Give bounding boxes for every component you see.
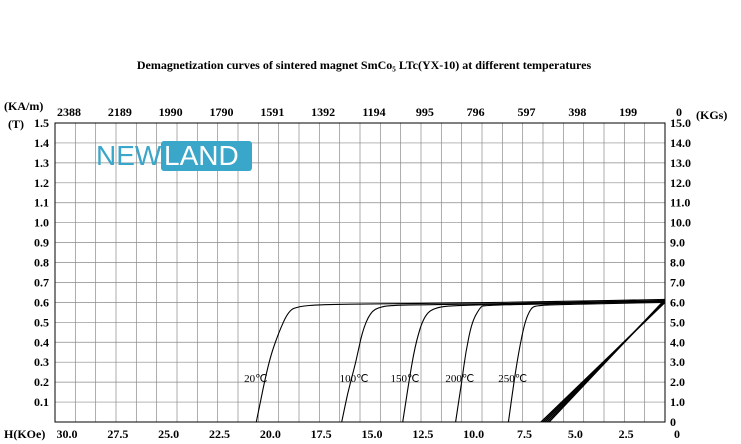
right-tick-label: 12.0 bbox=[670, 176, 691, 190]
right-tick-label: 10.0 bbox=[670, 216, 691, 230]
top-tick-label: 796 bbox=[467, 105, 485, 119]
newland-logo: NEW LAND bbox=[96, 140, 252, 171]
bottom-tick-label: 20.0 bbox=[260, 427, 281, 441]
left-tick-label: 0.1 bbox=[34, 395, 49, 409]
j-curve bbox=[255, 298, 666, 423]
bottom-tick-label: 12.5 bbox=[412, 427, 433, 441]
curve-temperature-label: 20℃ bbox=[244, 373, 267, 385]
top-tick-label: 1990 bbox=[159, 105, 183, 119]
left-tick-label: 0.9 bbox=[34, 236, 49, 250]
left-tick-label: 0.8 bbox=[34, 256, 49, 270]
top-tick-label: 1194 bbox=[362, 105, 385, 119]
left-tick-label: 1.0 bbox=[34, 216, 49, 230]
bottom-tick-labels: 30.0 27.5 25.0 22.5 20.0 17.5 15.0 12.5 10.0 7.5 5… bbox=[57, 427, 681, 441]
bottom-tick-label: 30.0 bbox=[57, 427, 78, 441]
right-tick-label: 1.0 bbox=[670, 395, 685, 409]
left-tick-label: 1.2 bbox=[34, 176, 49, 190]
right-tick-labels: 15.0 14.0 13.0 12.0 11.0 10.0 9.0 8.0 7.0 6.0 5.0 4… bbox=[670, 116, 691, 429]
left-tick-label: 1.5 bbox=[34, 116, 49, 130]
curve-temperature-label: 200℃ bbox=[445, 373, 474, 385]
j-curve bbox=[455, 300, 666, 423]
left-tick-label: 0.3 bbox=[34, 355, 49, 369]
left-tick-label: 0.6 bbox=[34, 295, 49, 309]
bottom-tick-label: 10.0 bbox=[463, 427, 484, 441]
right-tick-label: 15.0 bbox=[670, 116, 691, 130]
b-curve bbox=[540, 301, 666, 423]
right-tick-label: 11.0 bbox=[670, 196, 690, 210]
j-curve bbox=[402, 300, 666, 423]
left-tick-label: 1.4 bbox=[34, 136, 49, 150]
left-tick-label: 0.5 bbox=[34, 315, 49, 329]
bottom-tick-label: 15.0 bbox=[362, 427, 383, 441]
curve-temperature-label: 150℃ bbox=[391, 373, 420, 385]
logo-new-text: NEW bbox=[96, 140, 162, 171]
top-tick-labels: 2388 2189 1990 1790 1591 1392 1194 995 796 597 398… bbox=[57, 105, 682, 119]
top-axis-unit-label: (KA/m) bbox=[4, 99, 43, 113]
logo-land-text: LAND bbox=[164, 140, 239, 171]
top-tick-label: 1392 bbox=[311, 105, 335, 119]
top-tick-label: 1790 bbox=[210, 105, 234, 119]
bottom-tick-label: 25.0 bbox=[158, 427, 179, 441]
right-tick-label: 0 bbox=[670, 415, 676, 429]
bottom-axis-unit-label: H(KOe) bbox=[4, 427, 45, 441]
right-tick-label: 2.0 bbox=[670, 375, 685, 389]
j-curve bbox=[507, 301, 666, 423]
bottom-tick-label: 17.5 bbox=[311, 427, 332, 441]
bottom-tick-label: 27.5 bbox=[107, 427, 128, 441]
right-tick-label: 9.0 bbox=[670, 236, 685, 250]
right-tick-label: 3.0 bbox=[670, 355, 685, 369]
top-tick-label: 2388 bbox=[57, 105, 81, 119]
top-tick-label: 398 bbox=[568, 105, 586, 119]
left-tick-labels: 1.5 1.4 1.3 1.2 1.1 1.0 0.9 0.8 0.7 0.6 0.5 0.4 0.3 0… bbox=[34, 116, 49, 409]
left-axis-unit-label: (T) bbox=[8, 117, 24, 131]
curve-temperature-label: 250℃ bbox=[498, 373, 527, 385]
left-tick-label: 0.7 bbox=[34, 275, 49, 289]
bottom-tick-label: 2.5 bbox=[619, 427, 634, 441]
right-tick-label: 4.0 bbox=[670, 335, 685, 349]
top-tick-label: 995 bbox=[416, 105, 434, 119]
curve-temperature-label: 100℃ bbox=[340, 373, 369, 385]
top-tick-label: 0 bbox=[676, 105, 682, 119]
right-axis-unit-label: (KGs) bbox=[696, 108, 727, 122]
right-tick-label: 8.0 bbox=[670, 256, 685, 270]
right-tick-label: 7.0 bbox=[670, 275, 685, 289]
right-tick-label: 13.0 bbox=[670, 156, 691, 170]
top-tick-label: 597 bbox=[518, 105, 536, 119]
curve-labels: 20℃ 100℃ 150℃ 200℃ 250℃ bbox=[244, 373, 527, 385]
left-tick-label: 1.3 bbox=[34, 156, 49, 170]
right-tick-label: 14.0 bbox=[670, 136, 691, 150]
left-tick-label: 0.2 bbox=[34, 375, 49, 389]
top-tick-label: 1591 bbox=[260, 105, 284, 119]
top-tick-label: 2189 bbox=[108, 105, 132, 119]
bottom-tick-label: 22.5 bbox=[209, 427, 230, 441]
bottom-tick-label: 5.0 bbox=[568, 427, 583, 441]
right-tick-label: 6.0 bbox=[670, 295, 685, 309]
left-tick-label: 1.1 bbox=[34, 196, 49, 210]
plot-border bbox=[54, 122, 666, 423]
top-tick-label: 199 bbox=[619, 105, 637, 119]
logo-box bbox=[161, 141, 252, 171]
j-curve bbox=[341, 299, 666, 423]
right-tick-label: 5.0 bbox=[670, 315, 685, 329]
bottom-tick-label: 7.5 bbox=[517, 427, 532, 441]
chart-title: Demagnetization curves of sintered magne… bbox=[137, 58, 592, 72]
bottom-tick-label: 0 bbox=[674, 427, 680, 441]
left-tick-label: 0.4 bbox=[34, 335, 49, 349]
curves bbox=[255, 298, 666, 423]
